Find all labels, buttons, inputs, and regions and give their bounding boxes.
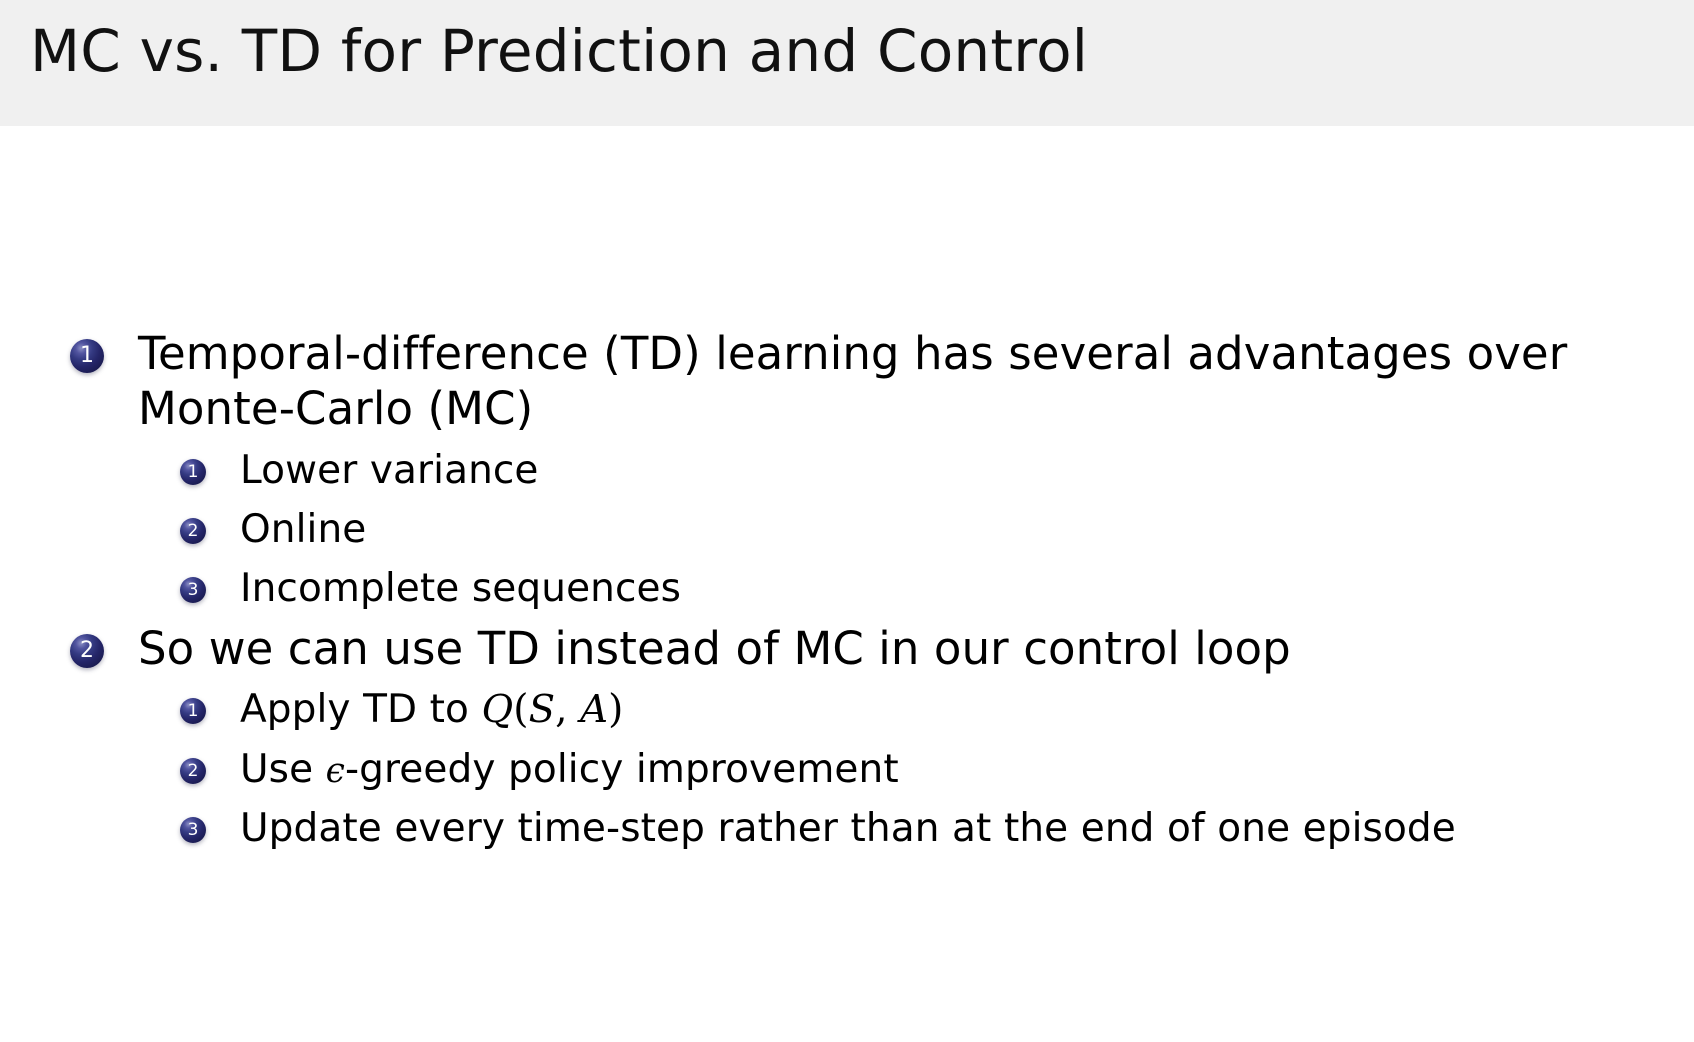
slide-content: 1 Temporal-difference (TD) learning has … [0, 126, 1694, 1042]
numbered-bullet-icon: 1 [180, 698, 206, 725]
numbered-bullet-icon: 2 [180, 518, 206, 545]
slide-title-bar: MC vs. TD for Prediction and Control [0, 0, 1694, 126]
numbered-bullet-icon: 2 [180, 757, 206, 784]
list-item-text: Use ϵ-greedy policy improvement [240, 746, 899, 792]
list-item: 1 Lower variance [174, 443, 1634, 498]
list-item: 2 Online [174, 502, 1634, 557]
list-item: 3 Incomplete sequences [174, 561, 1634, 616]
outline-list-level2: 1 Lower variance 2 Online 3 Incomplete s… [174, 443, 1634, 617]
list-item: 3 Update every time-step rather than at … [174, 801, 1634, 856]
numbered-bullet-icon: 3 [180, 817, 206, 844]
list-item: 1 Apply TD to Q(S, A) [174, 682, 1634, 738]
numbered-bullet-icon: 3 [180, 577, 206, 604]
list-item-text: Online [240, 507, 367, 553]
list-item: 2 Use ϵ-greedy policy improvement [174, 742, 1634, 797]
list-item: 1 Temporal-difference (TD) learning has … [70, 326, 1630, 617]
list-item-text: Temporal-difference (TD) learning has se… [138, 327, 1568, 436]
list-item-text: Update every time-step rather than at th… [240, 806, 1456, 852]
list-item-text: So we can use TD instead of MC in our co… [138, 621, 1291, 675]
numbered-bullet-icon: 2 [70, 633, 104, 668]
outline-list-level1: 1 Temporal-difference (TD) learning has … [70, 326, 1630, 861]
list-item: 2 So we can use TD instead of MC in our … [70, 621, 1630, 857]
numbered-bullet-icon: 1 [70, 339, 104, 373]
list-item-text: Apply TD to Q(S, A) [240, 687, 624, 733]
list-item-text: Incomplete sequences [240, 566, 682, 612]
page-title: MC vs. TD for Prediction and Control [30, 17, 1089, 85]
outline-list-level2: 1 Apply TD to Q(S, A) 2 Use ϵ-greedy pol… [174, 682, 1634, 857]
numbered-bullet-icon: 1 [180, 458, 206, 485]
list-item-text: Lower variance [240, 447, 539, 493]
